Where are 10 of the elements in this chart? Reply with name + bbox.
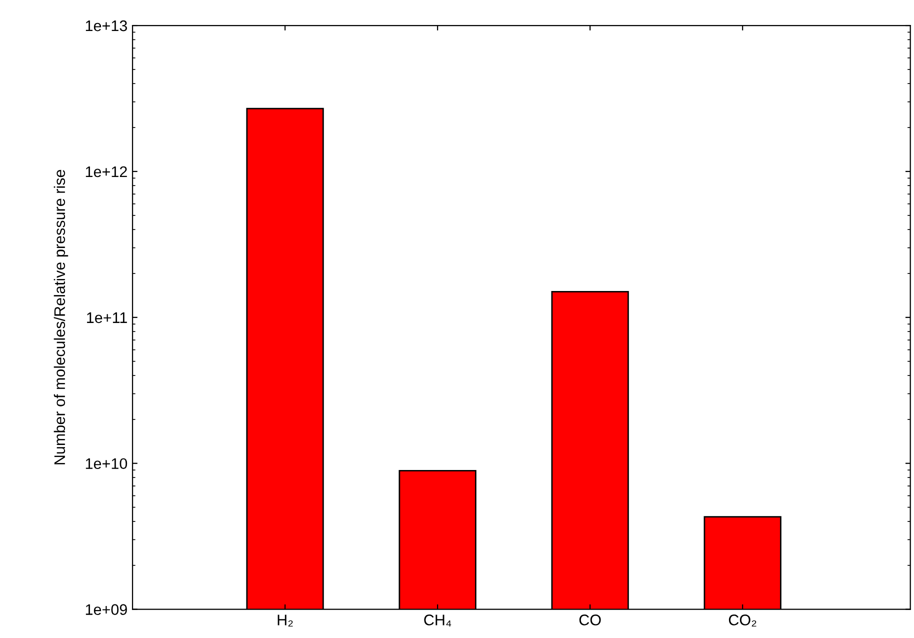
y-tick-label: 1e+12 [86,166,127,178]
y-tick-label: 1e+11 [87,312,127,324]
y-axis-title: Number of molecules/Relative pressure rise [54,170,68,464]
x-tick-label: H₂ [278,614,293,627]
y-tick-label: 1e+13 [86,20,127,32]
x-tick-label: CO [579,614,601,626]
x-tick-label: CH₄ [424,614,452,627]
y-tick-label: 1e+10 [86,458,128,470]
y-tick-label: 1e+09 [86,604,127,615]
x-tick-label: CO₂ [728,614,756,627]
